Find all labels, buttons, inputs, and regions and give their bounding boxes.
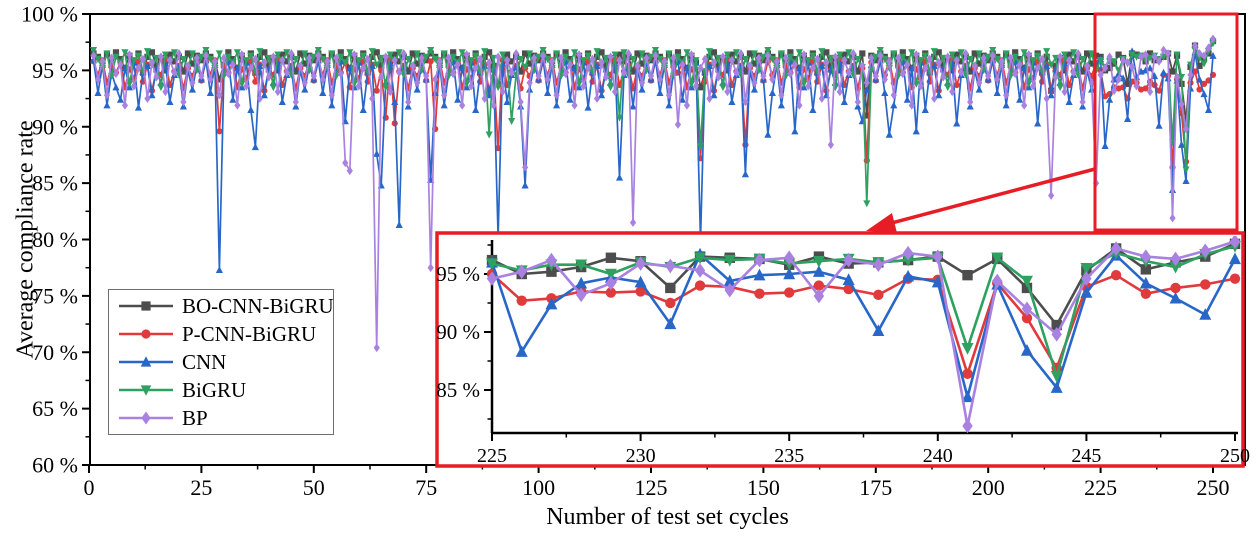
legend-item-bp: BP	[117, 405, 333, 431]
legend-label: CNN	[182, 349, 227, 374]
legend-label: P-CNN-BiGRU	[182, 321, 317, 346]
svg-text:70 %: 70 %	[32, 340, 78, 365]
svg-text:0: 0	[84, 475, 95, 500]
svg-text:100: 100	[522, 475, 555, 500]
inset-plot	[486, 236, 1241, 434]
svg-text:85 %: 85 %	[32, 171, 78, 196]
main-plot	[90, 34, 1217, 353]
svg-text:90 %: 90 %	[32, 114, 78, 139]
svg-text:90 %: 90 %	[436, 320, 480, 344]
legend-label: BiGRU	[182, 377, 247, 402]
legend-item-bo-cnn-bigru: BO-CNN-BiGRU	[117, 293, 334, 319]
svg-text:235: 235	[774, 445, 804, 467]
legend-item-bigru: BiGRU	[117, 377, 333, 403]
legend-marker-circle-icon	[119, 329, 173, 339]
svg-text:240: 240	[923, 445, 953, 467]
svg-text:175: 175	[859, 475, 892, 500]
legend-marker-triangle-up-icon	[119, 356, 173, 367]
svg-text:75 %: 75 %	[32, 283, 78, 308]
svg-text:200: 200	[972, 475, 1005, 500]
svg-text:250: 250	[1197, 475, 1230, 500]
legend-marker-triangle-down-icon	[119, 385, 173, 396]
svg-text:245: 245	[1071, 445, 1101, 467]
svg-text:25: 25	[190, 475, 212, 500]
legend-label: BO-CNN-BiGRU	[182, 293, 334, 318]
legend-box: BO-CNN-BiGRU P-CNN-BiGRU CNN BiGRU BP	[108, 289, 334, 435]
legend-item-p-cnn-bigru: P-CNN-BiGRU	[117, 321, 333, 347]
svg-text:95 %: 95 %	[436, 262, 480, 286]
svg-text:225: 225	[1084, 475, 1117, 500]
legend-label: BP	[182, 405, 208, 430]
svg-text:65 %: 65 %	[32, 396, 78, 421]
svg-text:85 %: 85 %	[436, 378, 480, 402]
series-BP	[90, 34, 1217, 353]
svg-text:250: 250	[1220, 445, 1250, 467]
legend-marker-square-icon	[119, 301, 173, 311]
legend-item-cnn: CNN	[117, 349, 333, 375]
x-axis-title: Number of test set cycles	[546, 504, 789, 530]
svg-text:100 %: 100 %	[21, 2, 78, 27]
svg-text:80 %: 80 %	[32, 227, 78, 252]
y-axis-title: Average compliance rate	[12, 120, 39, 359]
svg-text:75: 75	[415, 475, 437, 500]
svg-text:60 %: 60 %	[32, 453, 78, 478]
zoom-arrow	[866, 167, 1096, 233]
zoom-region-rect	[1093, 12, 1239, 232]
svg-text:50: 50	[303, 475, 325, 500]
svg-text:150: 150	[747, 475, 780, 500]
svg-text:125: 125	[635, 475, 668, 500]
svg-text:230: 230	[626, 445, 656, 467]
inset-series-BP	[486, 236, 1241, 434]
svg-text:95 %: 95 %	[32, 58, 78, 83]
legend-marker-diamond-icon	[119, 411, 173, 425]
svg-text:225: 225	[477, 445, 507, 467]
